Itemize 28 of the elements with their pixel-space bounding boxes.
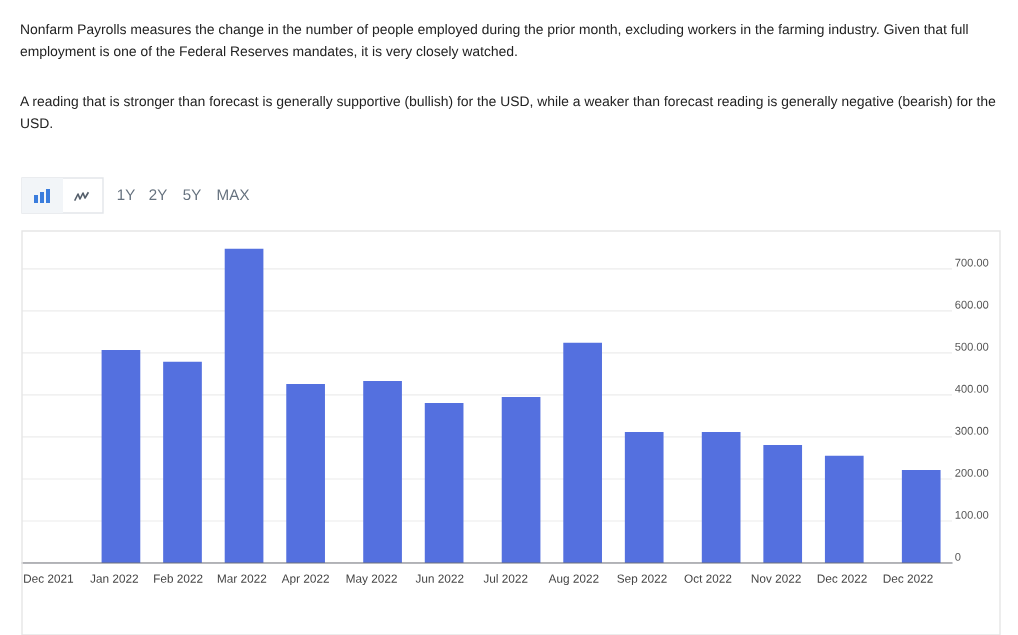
x-tick-label: Apr 2022: [281, 574, 329, 586]
y-tick-label: 300.00: [955, 426, 989, 435]
x-tick-label: Sep 2022: [617, 574, 667, 586]
x-tick-label: Dec 2021: [24, 574, 74, 583]
x-tick-label: Feb 2022: [154, 574, 203, 583]
x-tick-label: Mar 2022: [217, 574, 267, 583]
y-tick-label: 600.00: [955, 300, 989, 309]
x-tick-label: Jul 2022: [483, 574, 528, 583]
y-tick-label: 400.00: [955, 384, 989, 393]
x-tick-label: May 2022: [346, 574, 397, 586]
y-tick-label: 100.00: [955, 510, 989, 519]
y-tick-label: 700.00: [955, 258, 989, 267]
text: 5Y: [183, 189, 202, 201]
x-tick-label: Dec 2022: [817, 574, 867, 583]
text: 1Y: [117, 189, 136, 200]
text: A reading that is stronger than forecast is generally supportive (bullish) for the USD, while a weaker than forecast reading is generally negative (bearish) for the USD.: [20, 96, 996, 129]
text: 2Y: [149, 189, 168, 200]
text: Nonfarm Payrolls measures the change in the number of people employed during the prior month, excluding workers in the farming industry. Given that full employment is one of the Federal Reserves mandates, it is very closely watched.: [20, 24, 968, 59]
x-tick-label: Jun 2022: [415, 574, 464, 583]
y-tick-label: 500.00: [955, 342, 989, 351]
x-tick-label: Oct 2022: [684, 574, 732, 583]
y-tick-label: 200.00: [955, 468, 989, 477]
y-tick-label: 0: [955, 552, 961, 561]
x-tick-label: Jan 2022: [90, 574, 139, 583]
x-tick-label: Nov 2022: [751, 574, 801, 583]
x-tick-label: Aug 2022: [548, 574, 599, 586]
x-tick-label: Dec 2022: [883, 574, 933, 583]
text: MAX: [217, 189, 250, 200]
